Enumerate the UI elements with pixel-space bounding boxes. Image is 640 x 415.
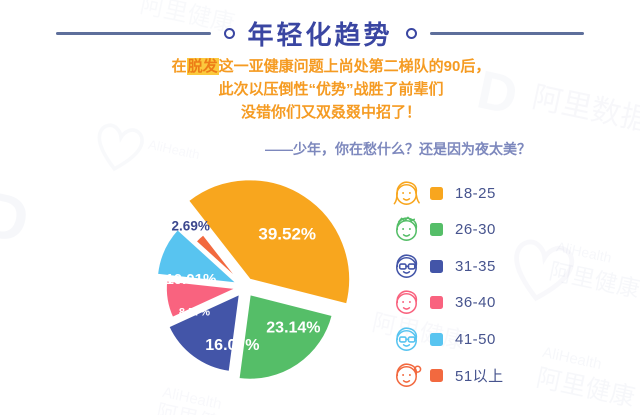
legend-label: 18-25 (455, 184, 496, 202)
legend: 18-25 26-30 31-35 36-40 41-50 51以上 (390, 176, 504, 395)
highlight-word: 脱发 (186, 58, 219, 75)
legend-swatch (430, 259, 443, 273)
middle-aged-man-face-icon (396, 290, 418, 314)
legend-label: 36-40 (455, 294, 496, 311)
legend-row-26-30: 26-30 (390, 213, 504, 247)
title-divider-right (429, 32, 585, 35)
older-man-glasses-face (390, 323, 423, 356)
legend-row-31-35: 31-35 (390, 249, 504, 283)
legend-row-18-25: 18-25 (390, 176, 504, 210)
legend-row-51以上: 51以上 (390, 359, 504, 393)
title-divider-left (56, 32, 211, 35)
subtitle-line-2: 此次以压倒性“优势”战胜了前辈们 (218, 81, 444, 98)
legend-swatch (430, 296, 443, 309)
young-woman-face-icon (393, 180, 420, 205)
pie-slice-18-25 (187, 178, 351, 306)
legend-label: 41-50 (455, 330, 496, 348)
middle-aged-man-face (390, 286, 423, 319)
subtitle-line-1: 在脱发这一亚健康问题上尚处第二梯队的90后， (22, 55, 640, 78)
legend-swatch (430, 186, 443, 200)
pie-slice-51以上 (194, 233, 240, 281)
pie-slice-31-35 (167, 292, 241, 373)
pie-label-41-50: 10.01% (165, 271, 216, 288)
pie-label-51以上: 2.69% (172, 218, 210, 233)
legend-swatch (430, 332, 443, 346)
pie-label-31-35: 16.07% (205, 337, 259, 354)
legend-label: 31-35 (455, 257, 496, 275)
legend-label: 26-30 (455, 221, 496, 238)
pie-label-36-40: 8.57% (179, 306, 210, 318)
older-man-glasses-face-icon (396, 326, 418, 351)
pie-slice-26-30 (237, 293, 334, 381)
subtitle-text: 在 (171, 58, 187, 75)
page-title: 年轻化趋势 (247, 20, 393, 50)
legend-swatch (430, 223, 443, 236)
legend-swatch (430, 369, 443, 382)
elderly-woman-face-icon (396, 363, 422, 387)
man-glasses-face-icon (396, 253, 418, 278)
subtitle-text: 这一亚健康问题上尚处第二梯队的90后， (218, 58, 491, 75)
pie-slice-41-50 (156, 228, 240, 285)
pie-label-18-25: 39.52% (258, 224, 316, 243)
legend-label: 51以上 (455, 368, 504, 385)
legend-row-41-50: 41-50 (390, 322, 504, 356)
title-row: 年轻化趋势 (56, 15, 585, 52)
young-man-face-icon (396, 216, 418, 241)
subtitle-line-3: 没错你们又双叒叕中招了！ (240, 104, 421, 121)
elderly-woman-face (390, 359, 423, 392)
ring-icon (405, 28, 417, 39)
slogan: ——少年，你在愁什么？还是因为夜太美？ (265, 141, 531, 157)
subtitle: 在脱发这一亚健康问题上尚处第二梯队的90后， 此次以压倒性“优势”战胜了前辈们 … (0, 55, 640, 124)
young-woman-face (390, 177, 423, 210)
ring-icon (223, 28, 235, 39)
legend-row-36-40: 36-40 (390, 286, 504, 320)
pie-slice-36-40 (165, 279, 239, 319)
pie-label-26-30: 23.14% (266, 320, 320, 337)
young-man-face (390, 213, 423, 246)
man-glasses-face (390, 250, 423, 283)
